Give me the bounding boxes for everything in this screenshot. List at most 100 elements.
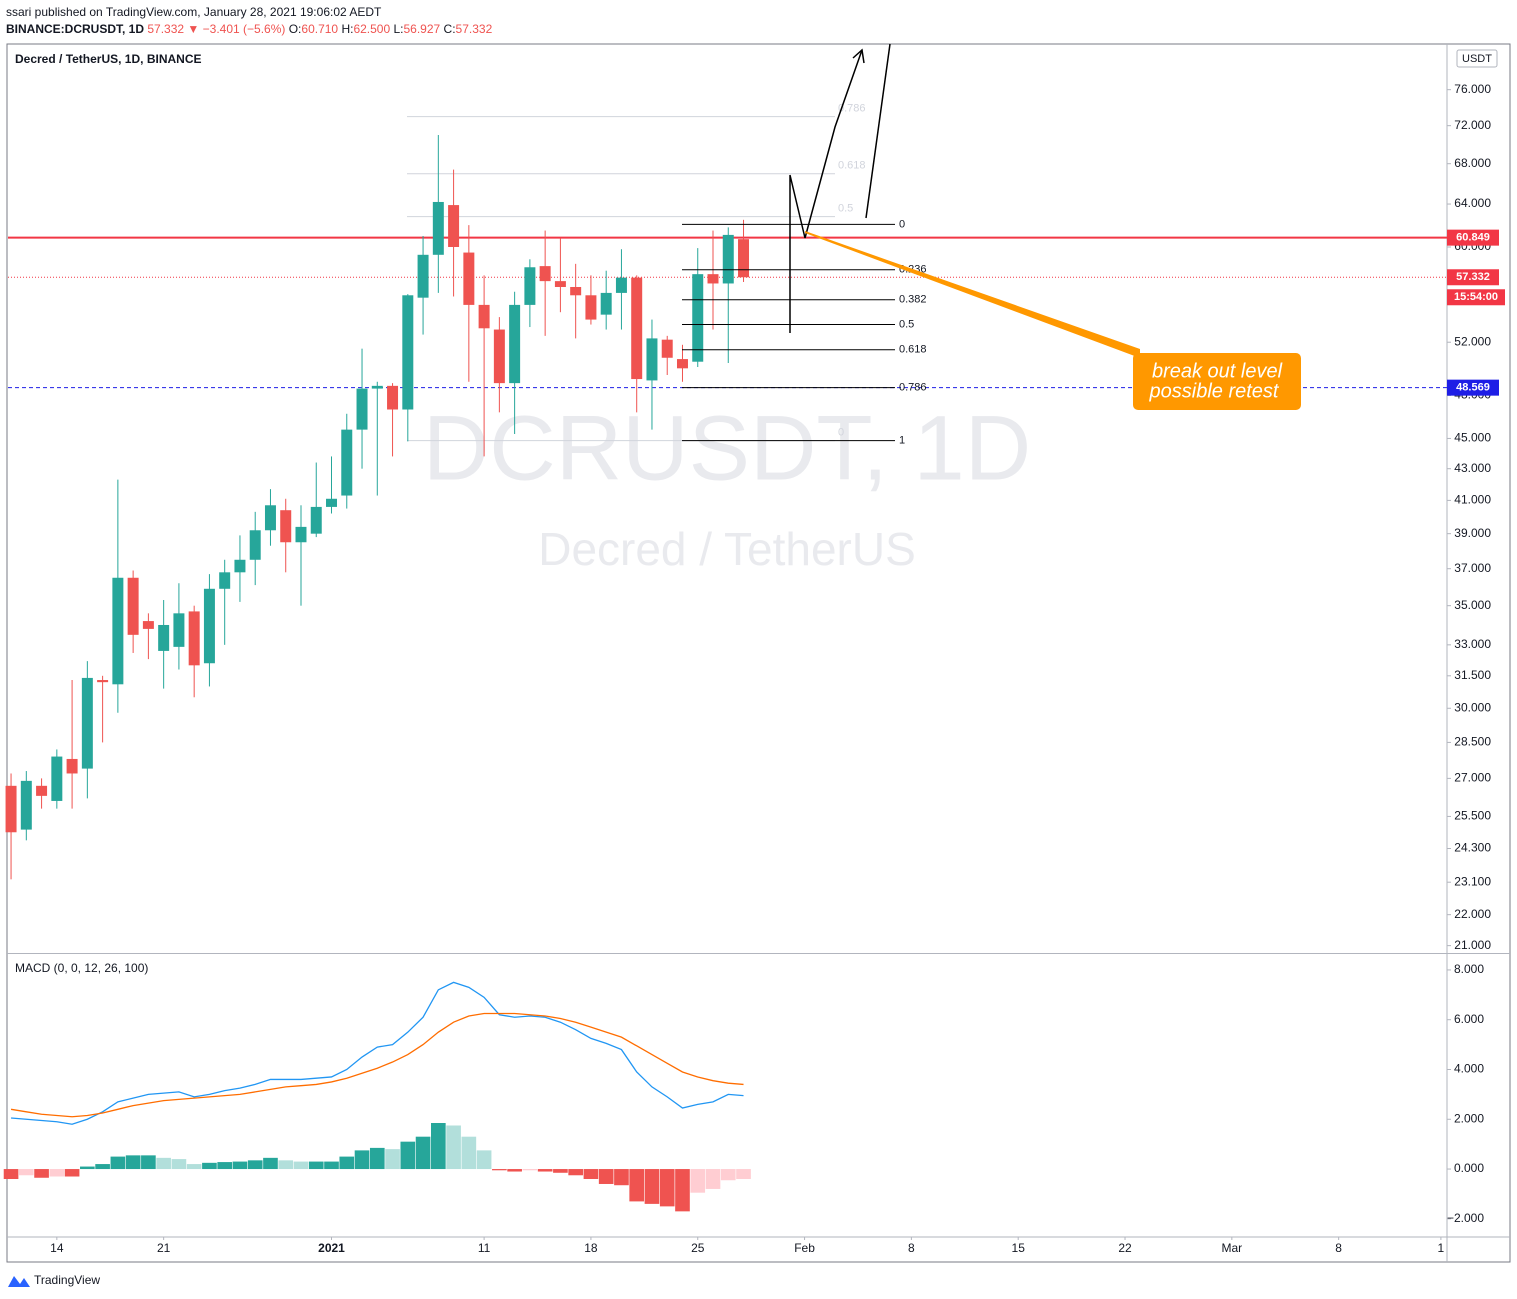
fib-label: 0	[899, 218, 905, 230]
macd-bar	[537, 1169, 553, 1172]
candle-body	[417, 254, 429, 298]
macd-bar	[171, 1159, 187, 1170]
macd-line	[10, 981, 744, 1125]
macd-bar	[446, 1125, 461, 1170]
macd-bar	[110, 1156, 126, 1170]
candle-body	[81, 677, 93, 769]
fib-label: 0.786	[899, 382, 927, 394]
candle-body	[585, 295, 597, 320]
candle-body	[142, 621, 154, 629]
ohlc-key: H:	[341, 22, 354, 36]
candle-body	[326, 498, 338, 507]
y-tick-label: 41.000	[1454, 493, 1491, 507]
x-tick-label: 1	[1438, 1241, 1445, 1255]
ohlc-value: 62.500	[353, 22, 391, 36]
candle-body	[509, 304, 521, 384]
x-tick-label: 21	[157, 1241, 171, 1255]
price-label: 57.332	[1456, 271, 1490, 283]
candle-body	[524, 267, 536, 305]
candle-body	[295, 526, 307, 543]
y-tick-label: 45.000	[1454, 431, 1491, 445]
macd-bar	[293, 1161, 309, 1170]
candle-body	[371, 385, 383, 389]
ohlc-value: 57.332	[455, 22, 493, 36]
y2-tick-label: −2.000	[1447, 1211, 1484, 1225]
y-tick-label: 37.000	[1454, 561, 1491, 575]
macd-bar	[690, 1169, 706, 1193]
macd-bar	[553, 1169, 568, 1173]
macd-bar	[675, 1169, 690, 1212]
candle-body	[600, 292, 612, 315]
countdown-box	[1447, 289, 1505, 306]
annotation-box	[1133, 353, 1301, 410]
candle-body	[676, 359, 688, 369]
candle-body	[356, 388, 368, 430]
macd-bar	[64, 1169, 80, 1177]
logo: TradingView	[8, 1273, 100, 1287]
currency-box	[1456, 49, 1498, 68]
drawings: break out level possible retest	[789, 43, 1301, 410]
y-tick-label: 64.000	[1454, 196, 1491, 210]
macd-bar	[629, 1169, 645, 1202]
macd-bar	[705, 1169, 721, 1189]
watermark-group: DCRUSDT, 1D Decred / TetherUS	[423, 397, 1031, 575]
macd-bar	[34, 1169, 49, 1178]
price-label-box	[1447, 379, 1499, 396]
macd-bar	[598, 1169, 614, 1184]
candle-body	[615, 277, 627, 293]
candle-body	[722, 234, 734, 284]
fib-faded-label: 0.786	[838, 103, 866, 115]
macd-bar	[202, 1162, 217, 1170]
macd-bar	[278, 1160, 294, 1170]
y-tick-label: 33.000	[1454, 637, 1491, 651]
y-tick-label: 31.500	[1454, 668, 1491, 682]
macd-bar	[125, 1155, 141, 1170]
header: ssari published on TradingView.com, Janu…	[6, 4, 492, 38]
candle-body	[219, 572, 231, 589]
y-tick-label: 22.000	[1454, 907, 1491, 921]
y-tick-label: 39.000	[1454, 526, 1491, 540]
candle-body	[387, 385, 399, 410]
candle-body	[432, 201, 444, 255]
macd-bar	[354, 1150, 370, 1170]
macd-bar	[415, 1136, 431, 1170]
y-tick-label: 68.000	[1454, 156, 1491, 170]
candle-body	[402, 295, 414, 410]
ohlc-value: 60.710	[301, 22, 339, 36]
ohlc-value: 56.927	[403, 22, 441, 36]
candle-body	[5, 785, 17, 833]
macd-bar	[476, 1150, 492, 1170]
candle-body	[738, 239, 750, 278]
candle-body	[570, 286, 582, 296]
ohlc-key: C:	[443, 22, 456, 36]
y-tick-label: 43.000	[1454, 461, 1491, 475]
macd-bar	[614, 1169, 629, 1186]
logo-icon	[8, 1276, 30, 1287]
x-tick-label: 22	[1118, 1241, 1132, 1255]
macd-bar	[736, 1169, 751, 1179]
y-tick-label: 25.500	[1454, 809, 1491, 823]
macd-bar	[644, 1169, 660, 1204]
price-label: 60.849	[1456, 232, 1490, 244]
price-label-box	[1447, 269, 1499, 286]
y-tick-label: 23.100	[1454, 874, 1491, 888]
candle-body	[112, 577, 124, 685]
x-tick-label: 8	[908, 1241, 915, 1255]
candle-body	[448, 205, 460, 247]
candle-body	[249, 530, 261, 560]
macd-bar	[95, 1164, 110, 1170]
annotation-text: break out level	[1152, 360, 1283, 382]
candle-body	[20, 780, 32, 830]
x-tick-label: 11	[478, 1241, 491, 1255]
candle-body	[158, 624, 170, 651]
frame	[6, 43, 1511, 1263]
y-tick-label: 72.000	[1454, 118, 1491, 132]
y-tick-label: 27.000	[1454, 771, 1491, 785]
fib-label: 1	[899, 435, 905, 447]
y2-tick-label: 8.000	[1454, 962, 1484, 976]
macd-bar	[263, 1157, 278, 1170]
y2-tick-label: 0.000	[1454, 1161, 1484, 1175]
x-tick-label: 8	[1335, 1241, 1342, 1255]
macd-bar	[568, 1169, 583, 1176]
macd-bar	[141, 1155, 156, 1170]
